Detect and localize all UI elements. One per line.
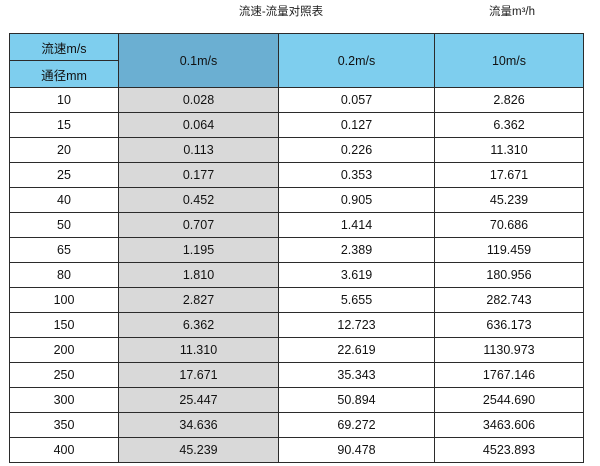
cell-flow-v10: 1767.146: [434, 362, 584, 388]
flow-rate-table: 流速m/s 0.1m/s 0.2m/s 10m/s 通径mm 10 0.028 0.…: [9, 33, 584, 463]
cell-flow-v01: 6.362: [118, 312, 279, 338]
cell-nominal-diameter: 400: [9, 437, 119, 463]
table-row: 350 34.636 69.272 3463.606: [9, 412, 584, 438]
cell-flow-v01: 0.707: [118, 212, 279, 238]
table-row: 50 0.707 1.414 70.686: [9, 212, 584, 238]
cell-nominal-diameter: 250: [9, 362, 119, 388]
header-row-bottom: 通径mm: [9, 60, 584, 88]
table-row: 400 45.239 90.478 4523.893: [9, 437, 584, 463]
table-row: 300 25.447 50.894 2544.690: [9, 387, 584, 413]
cell-flow-v02: 0.905: [278, 187, 435, 213]
cell-flow-v10: 3463.606: [434, 412, 584, 438]
cell-flow-v01: 0.113: [118, 137, 279, 163]
cell-flow-v10: 119.459: [434, 237, 584, 263]
table-row: 250 17.671 35.343 1767.146: [9, 362, 584, 388]
cell-flow-v01: 1.195: [118, 237, 279, 263]
cell-flow-v02: 35.343: [278, 362, 435, 388]
cell-flow-v10: 2.826: [434, 87, 584, 113]
header-col-10ms: 10m/s: [434, 33, 584, 88]
cell-nominal-diameter: 100: [9, 287, 119, 313]
cell-flow-v01: 17.671: [118, 362, 279, 388]
cell-nominal-diameter: 15: [9, 112, 119, 138]
cell-flow-v02: 22.619: [278, 337, 435, 363]
table-body: 10 0.028 0.057 2.826 15 0.064 0.127 6.362 20 0.11…: [9, 87, 584, 463]
cell-flow-v02: 50.894: [278, 387, 435, 413]
cell-flow-v10: 2544.690: [434, 387, 584, 413]
cell-nominal-diameter: 50: [9, 212, 119, 238]
table-container: 流速m/s 0.1m/s 0.2m/s 10m/s 通径mm 10 0.028 0.…: [9, 33, 584, 463]
cell-flow-v10: 1130.973: [434, 337, 584, 363]
cell-nominal-diameter: 25: [9, 162, 119, 188]
cell-flow-v02: 0.057: [278, 87, 435, 113]
cell-flow-v02: 2.389: [278, 237, 435, 263]
cell-flow-v02: 5.655: [278, 287, 435, 313]
header-diameter-label: 通径mm: [9, 60, 119, 88]
cell-flow-v02: 3.619: [278, 262, 435, 288]
cell-flow-v02: 69.272: [278, 412, 435, 438]
cell-nominal-diameter: 150: [9, 312, 119, 338]
cell-flow-v10: 180.956: [434, 262, 584, 288]
cell-flow-v10: 282.743: [434, 287, 584, 313]
cell-flow-v02: 0.226: [278, 137, 435, 163]
cell-flow-v10: 4523.893: [434, 437, 584, 463]
table-row: 15 0.064 0.127 6.362: [9, 112, 584, 138]
cell-flow-v10: 70.686: [434, 212, 584, 238]
cell-nominal-diameter: 300: [9, 387, 119, 413]
table-row: 100 2.827 5.655 282.743: [9, 287, 584, 313]
cell-flow-v01: 34.636: [118, 412, 279, 438]
cell-flow-v01: 25.447: [118, 387, 279, 413]
page-title: 流速-流量对照表: [238, 6, 324, 18]
header-col-0.1ms: 0.1m/s: [118, 33, 279, 88]
cell-flow-v01: 0.064: [118, 112, 279, 138]
cell-flow-v10: 45.239: [434, 187, 584, 213]
table-row: 80 1.810 3.619 180.956: [9, 262, 584, 288]
cell-flow-v01: 0.177: [118, 162, 279, 188]
cell-flow-v01: 45.239: [118, 437, 279, 463]
table-row: 25 0.177 0.353 17.671: [9, 162, 584, 188]
cell-flow-v01: 0.452: [118, 187, 279, 213]
cell-flow-v02: 12.723: [278, 312, 435, 338]
cell-nominal-diameter: 40: [9, 187, 119, 213]
table-header: 流速m/s 0.1m/s 0.2m/s 10m/s 通径mm: [9, 33, 584, 88]
cell-flow-v01: 11.310: [118, 337, 279, 363]
flow-unit-title: 流量m³/h: [489, 6, 535, 18]
cell-flow-v02: 0.127: [278, 112, 435, 138]
cell-nominal-diameter: 20: [9, 137, 119, 163]
table-row: 10 0.028 0.057 2.826: [9, 87, 584, 113]
cell-flow-v02: 0.353: [278, 162, 435, 188]
cell-flow-v02: 90.478: [278, 437, 435, 463]
cell-flow-v10: 6.362: [434, 112, 584, 138]
cell-nominal-diameter: 350: [9, 412, 119, 438]
titles-row: 流速-流量对照表 流量m³/h: [0, 0, 600, 32]
cell-nominal-diameter: 200: [9, 337, 119, 363]
cell-nominal-diameter: 80: [9, 262, 119, 288]
cell-flow-v10: 17.671: [434, 162, 584, 188]
cell-flow-v01: 1.810: [118, 262, 279, 288]
table-row: 65 1.195 2.389 119.459: [9, 237, 584, 263]
cell-nominal-diameter: 10: [9, 87, 119, 113]
cell-flow-v02: 1.414: [278, 212, 435, 238]
header-velocity-label: 流速m/s: [9, 33, 119, 61]
header-row-top: 流速m/s 0.1m/s 0.2m/s 10m/s: [9, 33, 584, 88]
header-col-0.2ms: 0.2m/s: [278, 33, 435, 88]
table-row: 40 0.452 0.905 45.239: [9, 187, 584, 213]
cell-flow-v01: 0.028: [118, 87, 279, 113]
cell-nominal-diameter: 65: [9, 237, 119, 263]
table-row: 150 6.362 12.723 636.173: [9, 312, 584, 338]
table-row: 200 11.310 22.619 1130.973: [9, 337, 584, 363]
cell-flow-v10: 636.173: [434, 312, 584, 338]
table-row: 20 0.113 0.226 11.310: [9, 137, 584, 163]
cell-flow-v10: 11.310: [434, 137, 584, 163]
cell-flow-v01: 2.827: [118, 287, 279, 313]
